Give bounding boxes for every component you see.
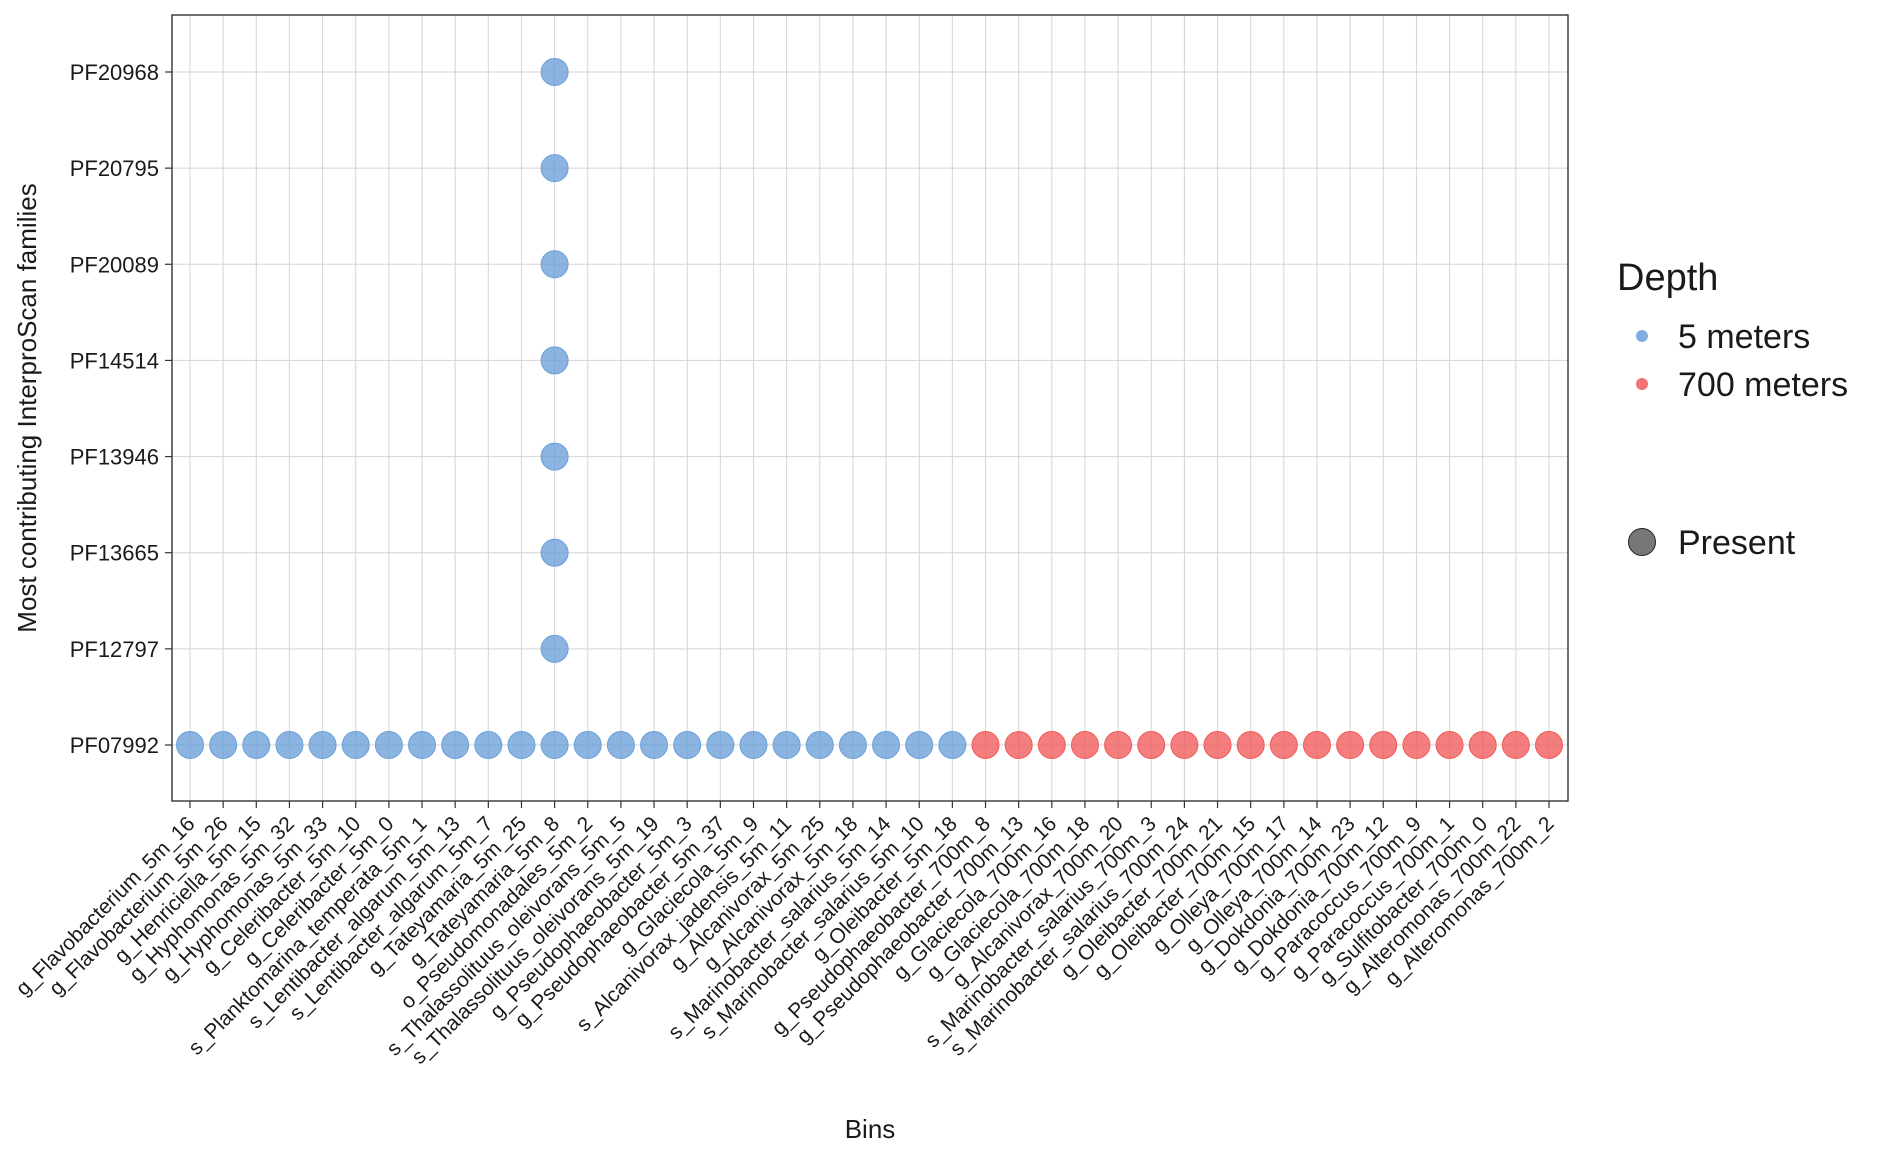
- data-point: [540, 154, 569, 183]
- data-point: [1369, 731, 1398, 759]
- data-point: [374, 731, 403, 759]
- data-point: [1236, 731, 1265, 759]
- data-point: [872, 731, 901, 759]
- data-point: [1269, 731, 1298, 759]
- data-point: [1170, 731, 1199, 759]
- data-point: [1137, 731, 1166, 759]
- data-point: [673, 731, 702, 759]
- data-point: [540, 634, 569, 663]
- y-tick-label: PF20089: [70, 252, 159, 277]
- data-point: [540, 346, 569, 375]
- data-point: [573, 731, 602, 759]
- data-point: [606, 731, 635, 759]
- data-point: [905, 731, 934, 759]
- data-point: [408, 731, 437, 759]
- data-point: [540, 250, 569, 279]
- data-point: [772, 731, 801, 759]
- data-point: [341, 731, 370, 759]
- data-point: [474, 731, 503, 759]
- data-point: [1104, 731, 1133, 759]
- y-tick-label: PF14514: [70, 348, 159, 373]
- data-point: [1302, 731, 1331, 759]
- data-point: [1336, 731, 1365, 759]
- data-point: [1535, 731, 1563, 759]
- data-point: [805, 731, 834, 759]
- y-tick-label: PF13946: [70, 445, 159, 470]
- data-point: [1435, 731, 1464, 759]
- data-point: [308, 731, 337, 759]
- y-tick-label: PF13665: [70, 541, 159, 566]
- y-axis-title: Most contributing InterproScan families: [12, 183, 42, 632]
- legend-color-items: 5 meters 700 meters: [1636, 318, 1848, 404]
- data-point: [540, 538, 569, 567]
- data-point: [1402, 731, 1431, 759]
- data-point: [242, 731, 271, 759]
- data-point: [275, 731, 304, 759]
- data-point: [441, 731, 470, 759]
- y-tick-label: PF20795: [70, 156, 159, 181]
- data-point: [1070, 731, 1099, 759]
- data-point: [1203, 731, 1232, 759]
- data-point: [706, 731, 735, 759]
- data-point: [540, 442, 569, 471]
- y-tick-label: PF20968: [70, 60, 159, 85]
- legend-size-key: [1628, 528, 1656, 556]
- legend: Depth 5 meters 700 meters Present: [1617, 257, 1848, 562]
- legend-size-items: Present: [1628, 524, 1796, 562]
- data-point: [1004, 731, 1033, 759]
- axis-ticks: [165, 71, 1550, 808]
- data-point: [507, 731, 536, 759]
- y-tick-label: PF12797: [70, 637, 159, 662]
- data-point: [1037, 731, 1066, 759]
- plot-panel-border: [171, 14, 1569, 802]
- data-point: [838, 731, 867, 759]
- data-point: [938, 731, 967, 759]
- x-axis-title: Bins: [845, 1114, 896, 1144]
- legend-size-label: Present: [1678, 524, 1796, 562]
- legend-title: Depth: [1617, 257, 1718, 299]
- data-points: [176, 58, 1563, 759]
- data-point: [540, 731, 569, 759]
- data-point: [1468, 731, 1497, 759]
- data-point: [540, 58, 569, 86]
- y-tick-label: PF07992: [70, 733, 159, 758]
- legend-color-key: [1636, 378, 1648, 390]
- y-tick-labels: PF07992 PF12797 PF13665 PF13946 PF14514 PF200…: [70, 60, 159, 758]
- data-point: [971, 731, 1000, 759]
- legend-color-label: 5 meters: [1678, 318, 1810, 356]
- data-point: [1501, 731, 1530, 759]
- legend-color-label: 700 meters: [1678, 366, 1848, 404]
- data-point: [176, 731, 204, 759]
- grid-lines: [172, 15, 1568, 801]
- legend-color-key: [1636, 330, 1648, 342]
- data-point: [739, 731, 768, 759]
- data-point: [209, 731, 238, 759]
- data-point: [640, 731, 669, 759]
